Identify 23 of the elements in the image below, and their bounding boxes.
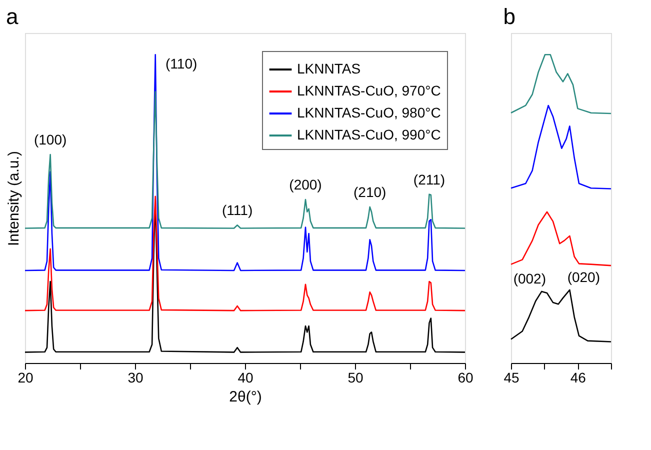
annotation: (111) — [222, 202, 253, 218]
annotation: (200) — [289, 176, 322, 193]
x-tick-label: 45 — [504, 370, 520, 386]
annotation: (110) — [166, 56, 198, 72]
x-tick-label: 40 — [238, 370, 254, 386]
x-tick-label: 30 — [128, 370, 144, 386]
x-tick-label: 50 — [348, 370, 364, 386]
chart-title: a — [6, 4, 19, 29]
legend-label: LKNNTAS — [297, 60, 361, 76]
x-axis-title: 2θ(°) — [229, 388, 262, 406]
annotation: (002) — [513, 270, 546, 286]
annotation: (100) — [34, 132, 67, 148]
legend-label: LKNNTAS-CuO, 970°C — [297, 82, 441, 98]
y-axis-title: Intensity (a.u.) — [6, 150, 22, 246]
annotation: (020) — [567, 268, 600, 285]
x-tick-label: 20 — [18, 370, 34, 386]
x-tick-label: 60 — [458, 370, 474, 386]
annotation: (211) — [413, 171, 446, 188]
x-tick-label: 46 — [570, 370, 586, 386]
legend-label: LKNNTAS-CuO, 980°C — [297, 104, 441, 120]
annotation: (210) — [354, 184, 386, 200]
chart-title: b — [503, 4, 516, 29]
legend-label: LKNNTAS-CuO, 990°C — [297, 126, 441, 142]
